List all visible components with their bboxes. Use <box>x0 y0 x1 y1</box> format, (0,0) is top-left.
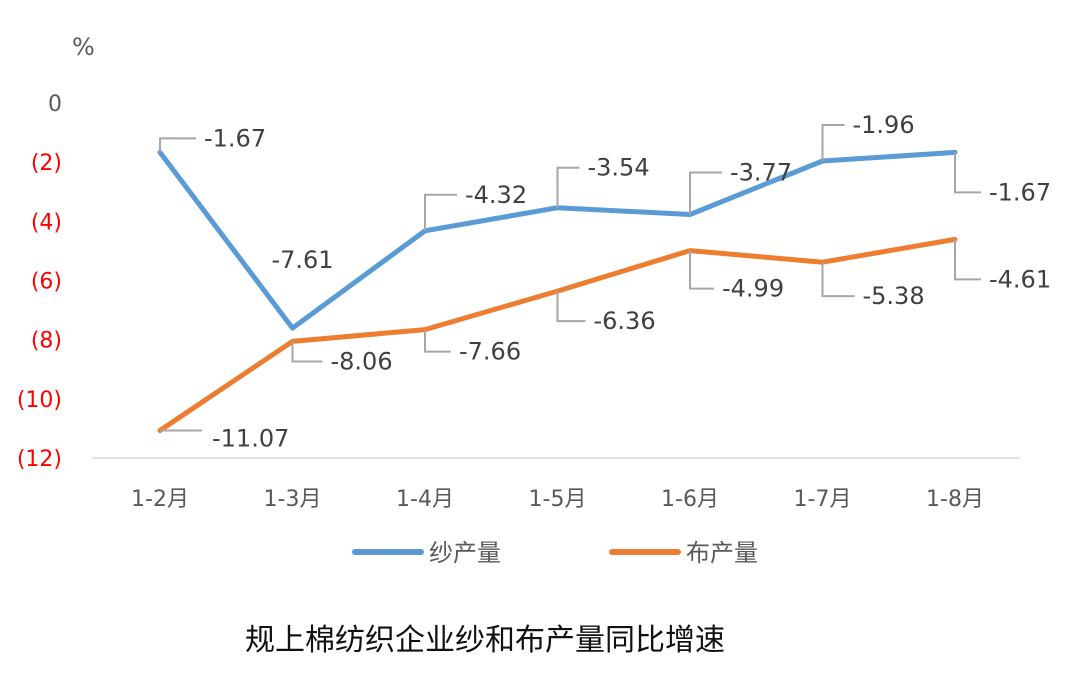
data-label: -7.66 <box>459 338 521 366</box>
chart-title: 规上棉纺织企业纱和布产量同比增速 <box>245 623 725 658</box>
data-label-leader <box>954 152 981 194</box>
data-label-leader <box>821 262 855 298</box>
data-label-leader <box>689 250 714 290</box>
x-tick-label: 1-5月 <box>529 487 587 512</box>
data-labels: -1.67 -7.61 -4.32 -3.54 -3.77 -1.96 -1.67 -11.0… <box>204 111 1051 453</box>
legend: 纱产量 布产量 <box>352 539 758 567</box>
x-tick-label: 1-2月 <box>131 487 189 512</box>
data-label: -1.96 <box>853 111 915 139</box>
y-tick-label: (10) <box>17 388 62 413</box>
x-tick-label: 1-6月 <box>661 487 719 512</box>
legend-label: 布产量 <box>686 539 758 567</box>
data-label: -6.36 <box>594 307 656 335</box>
data-label-leader <box>954 239 981 281</box>
data-label-leader <box>424 329 451 353</box>
x-tick-label: 1-3月 <box>264 487 322 512</box>
data-label: -4.99 <box>722 275 784 303</box>
y-tick-label: (12) <box>17 447 62 472</box>
data-label-leader <box>556 291 586 323</box>
y-axis-ticks: 0 (2) (4) (6) (8) (10) (12) <box>17 92 62 472</box>
data-label: -3.54 <box>588 154 650 182</box>
y-tick-label: (2) <box>31 151 62 176</box>
data-label: -1.67 <box>204 124 266 152</box>
y-axis-unit-label: % <box>72 33 95 61</box>
data-label: -7.61 <box>271 246 333 274</box>
data-label-leaders <box>159 123 981 432</box>
data-label-leader <box>556 166 580 208</box>
legend-label: 纱产量 <box>429 539 501 567</box>
x-axis-ticks: 1-2月 1-3月 1-4月 1-5月 1-6月 1-7月 1-8月 <box>131 487 984 512</box>
data-label: -11.07 <box>212 424 289 452</box>
data-label: -8.06 <box>331 347 393 375</box>
data-label-leader <box>159 137 196 153</box>
data-label-leader <box>689 171 722 215</box>
data-label: -4.61 <box>989 265 1051 293</box>
data-label-leader <box>291 341 323 363</box>
y-tick-label: 0 <box>48 92 62 117</box>
y-tick-label: (4) <box>31 210 62 235</box>
y-tick-label: (6) <box>31 270 62 295</box>
y-tick-label: (8) <box>31 329 62 354</box>
data-label: -5.38 <box>863 282 925 310</box>
data-label: -3.77 <box>730 159 792 187</box>
x-tick-label: 1-7月 <box>794 487 852 512</box>
x-tick-label: 1-4月 <box>396 487 454 512</box>
x-tick-label: 1-8月 <box>926 487 984 512</box>
data-label-leader <box>821 123 845 161</box>
data-label-leader <box>424 193 457 231</box>
data-label: -1.67 <box>989 178 1051 206</box>
data-label: -4.32 <box>465 181 527 209</box>
